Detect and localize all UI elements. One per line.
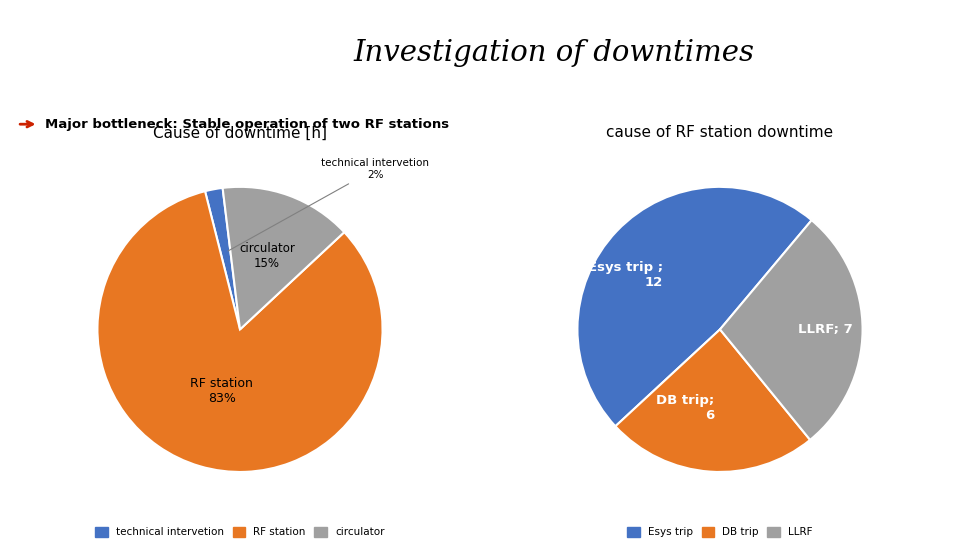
Wedge shape — [578, 187, 811, 426]
Text: circulator
15%: circulator 15% — [239, 242, 295, 269]
Wedge shape — [205, 188, 240, 329]
Wedge shape — [615, 329, 810, 472]
Wedge shape — [223, 187, 345, 329]
Legend: Esys trip, DB trip, LLRF: Esys trip, DB trip, LLRF — [623, 523, 817, 540]
Wedge shape — [98, 191, 382, 472]
Wedge shape — [720, 220, 862, 440]
Text: Major bottleneck: Stable operation of two RF stations: Major bottleneck: Stable operation of tw… — [45, 118, 449, 131]
Title: Cause of downtime [h]: Cause of downtime [h] — [153, 125, 327, 140]
Legend: technical intervetion, RF station, circulator: technical intervetion, RF station, circu… — [91, 523, 389, 540]
Text: RF station
83%: RF station 83% — [190, 377, 253, 405]
Text: technical intervetion
2%: technical intervetion 2% — [228, 158, 429, 251]
Title: cause of RF station downtime: cause of RF station downtime — [607, 125, 833, 140]
Text: DB trip;
6: DB trip; 6 — [657, 394, 714, 422]
Text: LLRF; 7: LLRF; 7 — [799, 323, 853, 336]
Text: Esys trip ;
12: Esys trip ; 12 — [588, 261, 663, 289]
Text: Investigation of downtimes: Investigation of downtimes — [354, 39, 755, 68]
